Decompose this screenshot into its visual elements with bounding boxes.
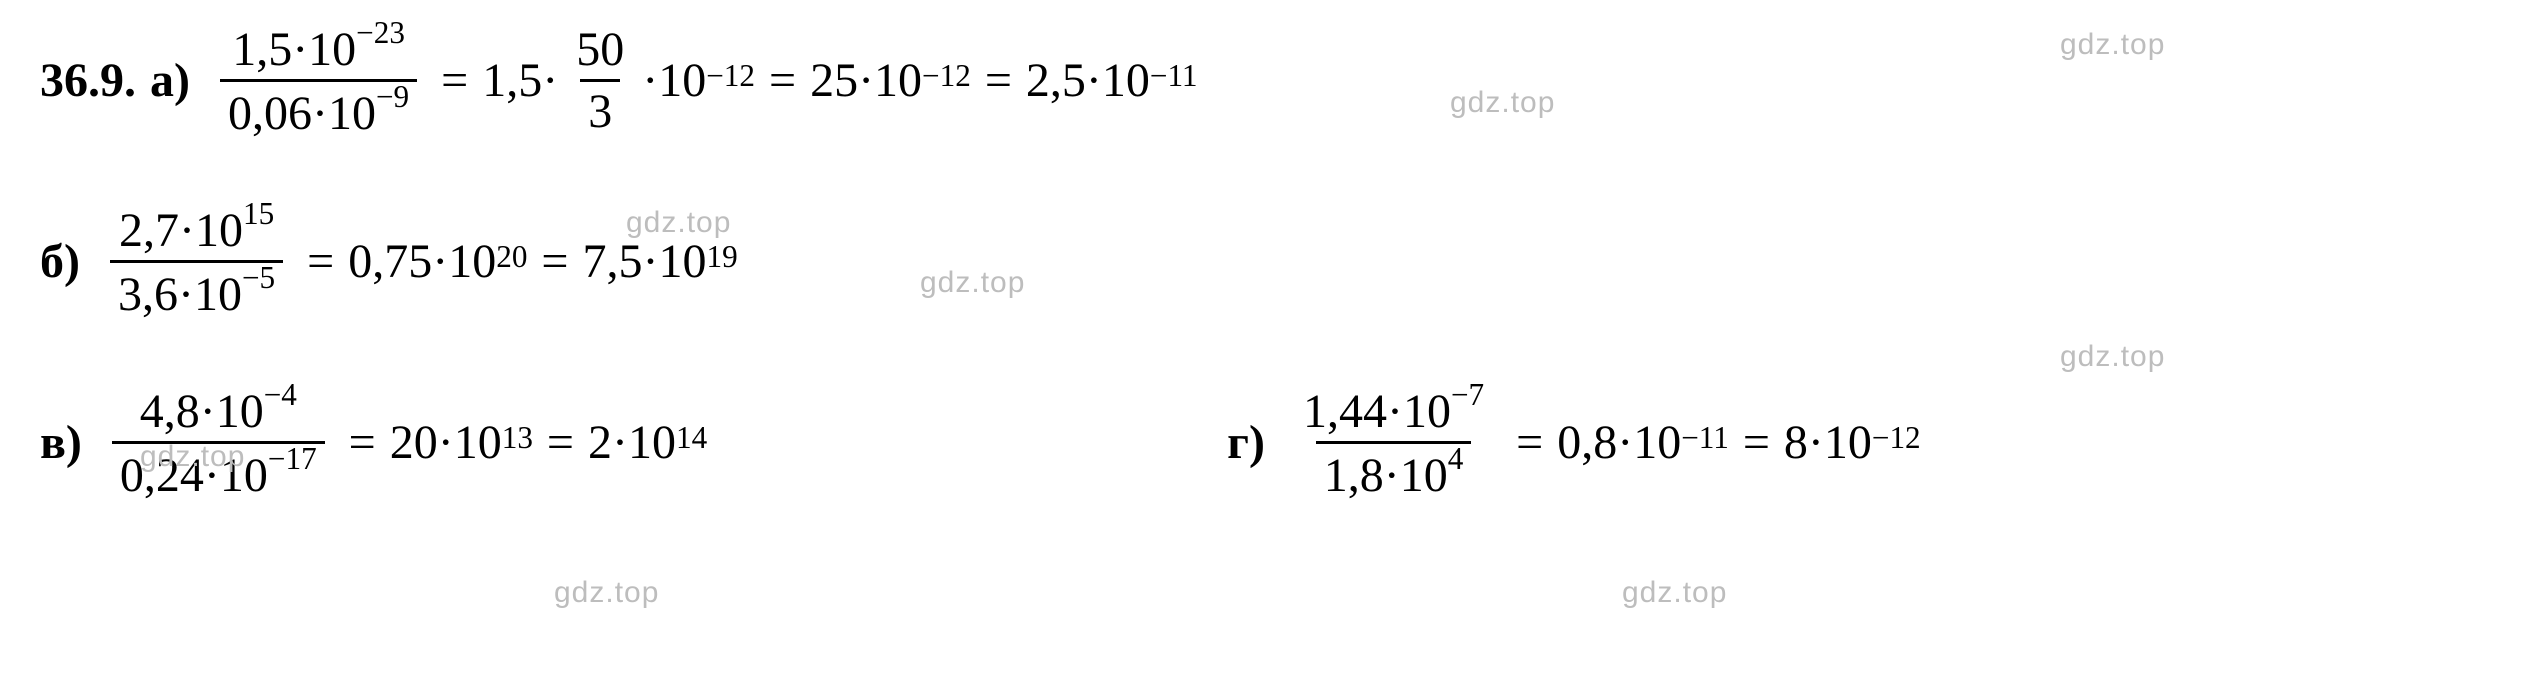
part-a-lhs-fraction: 1,5·10−23 0,06·10−9 (220, 20, 417, 141)
part-b-lhs-den: 3,6·10 (118, 268, 242, 321)
part-cd-row: в) 4,8·10−4 0,24·10−17 = 20·1013 = 2·101… (40, 382, 2481, 503)
part-a-step1-den: 3 (580, 79, 620, 139)
part-b-result: 7,5·10 (582, 234, 706, 289)
part-d-step1: 0,8·10 (1557, 415, 1681, 470)
equals-icon: = (547, 415, 574, 470)
equals-icon: = (349, 415, 376, 470)
part-c-result-exp: 14 (676, 420, 707, 456)
part-a-row: 36.9. а) 1,5·10−23 0,06·10−9 = 1,5· 50 3… (40, 20, 2481, 141)
equals-icon: = (1743, 415, 1770, 470)
part-b-lhs-num: 2,7·10 (119, 204, 243, 257)
part-c-expression: 4,8·10−4 0,24·10−17 = 20·1013 = 2·1014 (102, 382, 707, 503)
part-a-step1-num: 50 (568, 22, 632, 79)
part-c-step1: 20·10 (390, 415, 502, 470)
part-d-lhs-fraction: 1,44·10−7 1,8·104 (1295, 382, 1492, 503)
part-d-result: 8·10 (1784, 415, 1872, 470)
part-a-result: 2,5·10 (1026, 53, 1150, 108)
part-c-lhs-num: 4,8·10 (140, 385, 264, 438)
part-a-result-exp: −11 (1150, 58, 1198, 94)
part-a-lhs-num-exp: −23 (356, 15, 405, 50)
part-b-step1-exp: 20 (496, 239, 527, 275)
part-a-lhs-den-exp: −9 (376, 79, 409, 114)
part-a-label: а) (150, 53, 190, 108)
part-c-lhs-den-exp: −17 (268, 441, 317, 476)
part-d-lhs-num: 1,44·10 (1303, 385, 1451, 438)
part-b-lhs-num-exp: 15 (243, 196, 274, 231)
part-a-expression: 1,5·10−23 0,06·10−9 = 1,5· 50 3 ·10−12 =… (210, 20, 1198, 141)
part-d-step1-exp: −11 (1681, 420, 1729, 456)
equals-icon: = (541, 234, 568, 289)
problem-number: 36.9. (40, 53, 136, 108)
part-a-step1-post: ·10 (642, 53, 706, 108)
page: 36.9. а) 1,5·10−23 0,06·10−9 = 1,5· 50 3… (0, 0, 2521, 683)
part-c-label: в) (40, 415, 82, 470)
part-a-step1-fraction: 50 3 (568, 22, 632, 139)
part-a-lhs-den: 0,06·10 (228, 87, 376, 140)
part-b-lhs-den-exp: −5 (242, 260, 275, 295)
part-b-step1: 0,75·10 (348, 234, 496, 289)
equals-icon: = (985, 53, 1012, 108)
part-c-step1-exp: 13 (502, 420, 533, 456)
part-d-result-exp: −12 (1872, 420, 1921, 456)
part-a-step2: 25·10 (810, 53, 922, 108)
part-a-lhs-num: 1,5·10 (232, 23, 356, 76)
part-b-label: б) (40, 234, 80, 289)
part-c-result: 2·10 (588, 415, 676, 470)
part-b-row: б) 2,7·1015 3,6·10−5 = 0,75·1020 = 7,5·1… (40, 201, 2481, 322)
part-c-lhs-fraction: 4,8·10−4 0,24·10−17 (112, 382, 325, 503)
part-a-step2-exp: −12 (922, 58, 971, 94)
equals-icon: = (441, 53, 468, 108)
part-d-lhs-den: 1,8·10 (1324, 449, 1448, 502)
part-a-step1-exp: −12 (706, 58, 755, 94)
part-a-step1-pre: 1,5· (482, 53, 558, 108)
equals-icon: = (769, 53, 796, 108)
equals-icon: = (307, 234, 334, 289)
part-b-expression: 2,7·1015 3,6·10−5 = 0,75·1020 = 7,5·1019 (100, 201, 738, 322)
part-d-expression: 1,44·10−7 1,8·104 = 0,8·10−11 = 8·10−12 (1285, 382, 1921, 503)
part-d-lhs-den-exp: 4 (1448, 441, 1464, 476)
part-c-lhs-num-exp: −4 (264, 377, 297, 412)
part-b-lhs-fraction: 2,7·1015 3,6·10−5 (110, 201, 283, 322)
part-d-label: г) (1227, 415, 1265, 470)
equals-icon: = (1516, 415, 1543, 470)
part-d-lhs-num-exp: −7 (1451, 377, 1484, 412)
part-b-result-exp: 19 (706, 239, 737, 275)
part-c-lhs-den: 0,24·10 (120, 449, 268, 502)
